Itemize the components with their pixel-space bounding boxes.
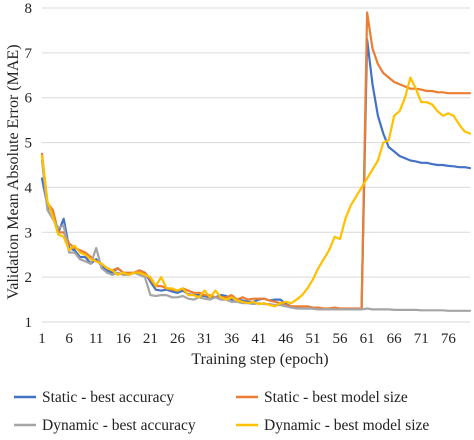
y-tick-label: 8: [25, 1, 33, 17]
legend-label: Dynamic - best model size: [264, 417, 429, 434]
legend-label: Static - best accuracy: [42, 389, 174, 406]
x-tick-label: 71: [414, 331, 429, 347]
y-tick-label: 5: [25, 136, 33, 152]
x-tick-label: 51: [305, 331, 320, 347]
y-tick-label: 4: [25, 180, 33, 196]
legend-label: Dynamic - best accuracy: [42, 417, 196, 434]
x-tick-label: 61: [360, 331, 375, 347]
y-tick-label: 2: [25, 270, 33, 286]
y-tick-label: 1: [25, 315, 33, 331]
x-tick-label: 36: [224, 331, 240, 347]
x-tick-label: 56: [332, 331, 348, 347]
y-tick-label: 6: [25, 91, 33, 107]
y-tick-label: 3: [25, 225, 33, 241]
y-tick-label: 7: [25, 46, 33, 62]
x-tick-label: 21: [143, 331, 158, 347]
series-line-2: [40, 11, 472, 310]
x-tick-label: 76: [441, 331, 457, 347]
legend-label: Static - best model size: [264, 389, 408, 406]
series-lines: [40, 11, 472, 312]
series-line-4: [40, 76, 472, 308]
legend: Static - best accuracy Static - best mode…: [14, 389, 429, 434]
x-axis-ticks: 1 6 11 16 21 26 31 36 41 46 51 56 61 66 71 76: [38, 331, 456, 347]
y-axis-ticks: 1 2 3 4 5 6 7 8: [25, 1, 33, 331]
x-tick-label: 16: [116, 331, 132, 347]
x-tick-label: 31: [197, 331, 212, 347]
x-tick-label: 1: [38, 331, 46, 347]
x-tick-label: 41: [251, 331, 266, 347]
x-axis-title: Training step (epoch): [191, 351, 328, 368]
y-axis-title: Validation Mean Absolute Error (MAE): [5, 44, 22, 299]
x-tick-label: 66: [387, 331, 403, 347]
x-tick-label: 6: [65, 331, 73, 347]
x-tick-label: 26: [170, 331, 186, 347]
gridlines: [42, 7, 470, 323]
x-tick-label: 46: [278, 331, 294, 347]
series-line-3: [40, 159, 472, 312]
x-tick-label: 11: [89, 331, 103, 347]
